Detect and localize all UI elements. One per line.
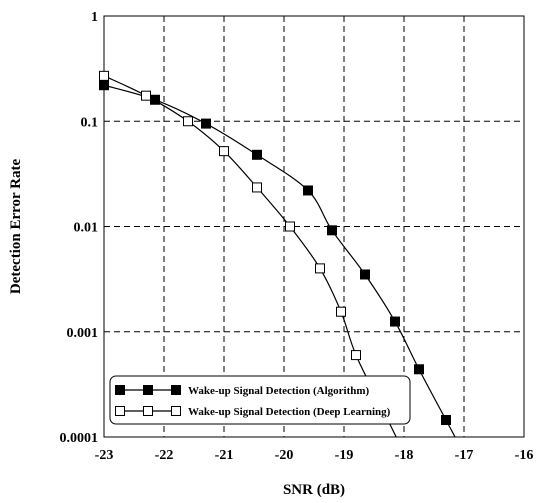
y-tick-label: 0.01 xyxy=(74,221,99,236)
y-tick-label: 0.0001 xyxy=(60,431,99,446)
legend-marker xyxy=(143,406,153,416)
y-axis-title: Detection Error Rate xyxy=(8,159,24,295)
data-point-open-square xyxy=(183,116,193,127)
x-tick-label: -23 xyxy=(95,448,114,463)
data-point-filled-square xyxy=(441,415,451,426)
data-point-open-square xyxy=(315,263,325,274)
x-tick-labels: -23 -22 -21 -20 -19 -18 -17 -16 xyxy=(95,448,534,463)
x-tick-label: -17 xyxy=(455,448,474,463)
x-tick-label: -19 xyxy=(335,448,354,463)
legend: Wake-up Signal Detection (Algorithm) Wake… xyxy=(109,375,411,425)
series-2 xyxy=(99,70,397,437)
legend-label: Wake-up Signal Detection (Deep Learning) xyxy=(188,406,391,418)
legend-marker xyxy=(115,385,125,395)
legend-marker xyxy=(171,406,181,416)
data-point-filled-square xyxy=(414,364,424,375)
data-point-open-square xyxy=(351,350,361,361)
x-tick-label: -18 xyxy=(395,448,414,463)
x-tick-label: -20 xyxy=(275,448,294,463)
data-point-open-square xyxy=(285,221,295,232)
data-point-filled-square xyxy=(252,149,262,160)
data-point-filled-square xyxy=(327,225,337,236)
x-tick-label: -21 xyxy=(215,448,234,463)
legend-marker xyxy=(115,406,125,416)
y-tick-label: 1 xyxy=(91,10,98,25)
y-tick-labels: 1 0.1 0.01 0.001 0.0001 xyxy=(60,10,99,446)
data-point-filled-square xyxy=(99,80,109,91)
grid xyxy=(104,16,524,437)
data-point-filled-square xyxy=(390,316,400,327)
legend-marker xyxy=(143,385,153,395)
y-tick-label: 0.1 xyxy=(81,115,99,130)
data-point-open-square xyxy=(141,90,151,101)
x-tick-label: -22 xyxy=(155,448,174,463)
data-point-open-square xyxy=(252,182,262,193)
data-point-filled-square xyxy=(303,185,313,196)
data-point-open-square xyxy=(336,306,346,317)
y-tick-label: 0.001 xyxy=(67,326,99,341)
legend-box xyxy=(109,375,411,425)
data-point-open-square xyxy=(219,146,229,157)
plot-frame xyxy=(103,15,525,438)
x-axis-title: SNR (dB) xyxy=(283,482,345,498)
x-tick-label: -16 xyxy=(515,448,534,463)
legend-marker xyxy=(171,385,181,395)
series-layer xyxy=(99,70,456,437)
data-point-open-square xyxy=(99,70,109,81)
legend-label: Wake-up Signal Detection (Algorithm) xyxy=(188,385,370,397)
data-point-filled-square xyxy=(360,269,370,280)
data-point-filled-square xyxy=(201,118,211,129)
